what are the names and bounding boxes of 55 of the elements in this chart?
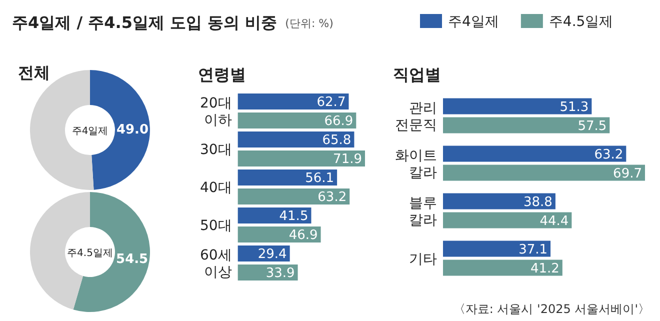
data-label: 29.4 [258, 247, 287, 262]
data-label: 37.1 [518, 242, 548, 258]
bar [238, 94, 349, 110]
data-label: 41.2 [530, 261, 560, 276]
bar [238, 226, 321, 242]
slice-label: 주4일제 [72, 126, 108, 137]
y-tick-label: 20대 이하 [200, 96, 232, 128]
y-tick-label: 40대 [200, 180, 232, 196]
data-label: 38.8 [523, 194, 552, 210]
data-label: 41.5 [279, 209, 308, 224]
bar [443, 212, 572, 228]
bar [443, 117, 610, 134]
y-tick-label: 관리 전문직 [395, 100, 437, 134]
data-label: 56.1 [305, 171, 334, 186]
data-label: 65.8 [322, 133, 352, 148]
data-label: 54.5 [116, 252, 148, 267]
data-label: 44.4 [540, 214, 569, 229]
text: 〈자료: 서울시 '2025 서울서베이'〉 [453, 302, 650, 316]
y-tick-label: 30대 [200, 142, 232, 158]
y-tick-label: 60세 이상 [200, 248, 232, 280]
legend-label: 주4일제 [448, 14, 499, 30]
chart-title: 전체 [18, 63, 50, 82]
data-label: 71.9 [333, 152, 362, 167]
bar [443, 164, 645, 181]
bar [238, 132, 354, 148]
data-label: 46.9 [288, 228, 318, 243]
data-label: 49.0 [116, 122, 149, 138]
chart-title: 연령별 [198, 65, 246, 84]
y-tick-label: 블루 칼라 [409, 195, 437, 228]
text: (단위: %) [285, 17, 334, 30]
bar [443, 98, 592, 114]
data-label: 63.2 [318, 190, 347, 205]
data-label: 57.5 [578, 118, 607, 134]
y-tick-label: 화이트 칼라 [395, 148, 437, 181]
bar [443, 240, 551, 257]
bar [238, 150, 365, 166]
legend-label: 주4.5일제 [548, 14, 614, 30]
bar [443, 260, 562, 276]
data-label: 62.7 [316, 95, 346, 110]
slice-label: 주4.5일제 [67, 248, 113, 259]
chart-title: 직업별 [393, 65, 441, 84]
data-label: 63.2 [594, 147, 624, 162]
y-tick-label: 기타 [409, 251, 437, 268]
bar [238, 170, 338, 186]
bar [238, 208, 312, 224]
bar [443, 193, 556, 210]
y-tick-label: 50대 [200, 218, 232, 234]
data-label: 51.3 [560, 100, 589, 115]
data-label: 66.9 [324, 114, 354, 129]
bar [443, 146, 626, 162]
text: 주4일제 / 주4.5일제 도입 동의 비중 [12, 13, 278, 32]
bar [238, 112, 356, 128]
data-label: 69.7 [613, 166, 642, 182]
data-label: 33.9 [266, 266, 295, 281]
bar [238, 188, 350, 204]
